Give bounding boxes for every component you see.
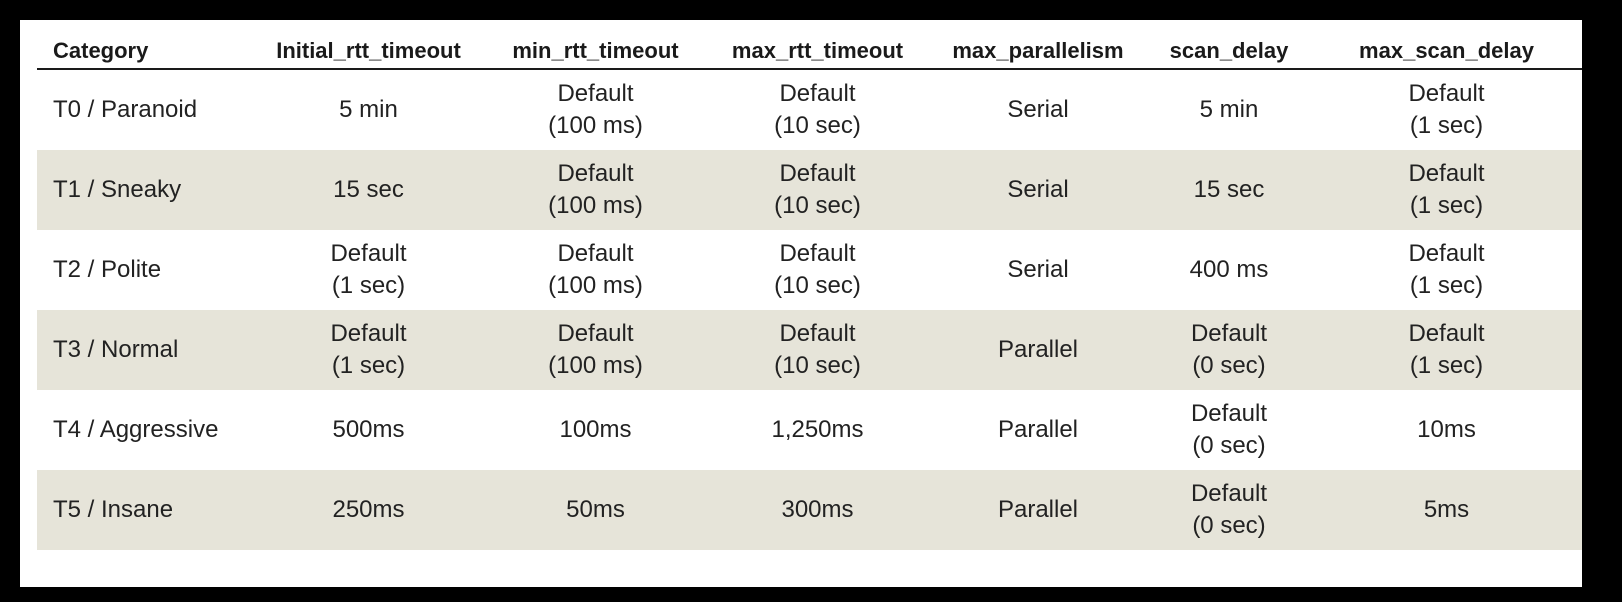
table-row-t2: T2 / Polite Default (1 sec) Default (100… (37, 230, 1582, 310)
cell-category: T1 / Sneaky (37, 150, 252, 230)
header-min-rtt-timeout: min_rtt_timeout (485, 34, 706, 70)
cell-category: T0 / Paranoid (53, 96, 198, 123)
table-row-t1: T1 / Sneaky 15 sec Default (100 ms) Defa… (37, 150, 1582, 230)
header-initial-rtt-timeout: Initial_rtt_timeout (252, 34, 485, 70)
cell-max-scan-delay: Default (1 sec) (1311, 150, 1582, 230)
cell-max-scan-delay: Default (1 sec) (1408, 240, 1485, 299)
cell-max-scan-delay: Default (1 sec) (1311, 310, 1582, 390)
cell-scan-delay: Default (0 sec) (1147, 310, 1311, 390)
header-max-rtt-timeout: max_rtt_timeout (706, 34, 929, 70)
cell-initial-rtt-timeout: Default (1 sec) (252, 310, 485, 390)
table-row-t4: T4 / Aggressive 500ms 100ms 1,250ms Para… (37, 390, 1582, 470)
cell-min-rtt-timeout: Default (100 ms) (548, 80, 643, 139)
cell-category: T5 / Insane (37, 470, 252, 550)
cell-min-rtt-timeout: 50ms (485, 470, 706, 550)
cell-min-rtt-timeout: Default (100 ms) (485, 150, 706, 230)
cell-scan-delay: 15 sec (1147, 150, 1311, 230)
cell-max-rtt-timeout: Default (10 sec) (706, 150, 929, 230)
cell-initial-rtt-timeout: 5 min (339, 96, 398, 123)
cell-max-parallelism: Serial (929, 150, 1147, 230)
cell-max-rtt-timeout: Default (10 sec) (774, 80, 861, 139)
table-row-t0: T0 / Paranoid 5 min Default (100 ms) Def… (37, 69, 1582, 150)
cell-category: T2 / Polite (53, 256, 162, 283)
cell-max-rtt-timeout: 300ms (706, 470, 929, 550)
header-scan-delay: scan_delay (1147, 34, 1311, 70)
cell-category: T3 / Normal (37, 310, 252, 390)
cell-max-parallelism: Parallel (997, 416, 1079, 443)
cell-initial-rtt-timeout: 250ms (252, 470, 485, 550)
header-category: Category (37, 34, 252, 70)
cell-scan-delay: 5 min (1199, 96, 1259, 123)
cell-min-rtt-timeout: Default (100 ms) (485, 310, 706, 390)
cell-scan-delay: Default (0 sec) (1190, 400, 1268, 459)
cell-max-rtt-timeout: 1,250ms (771, 416, 864, 443)
cell-max-scan-delay: Default (1 sec) (1408, 80, 1485, 139)
table-row-t3: T3 / Normal Default (1 sec) Default (100… (37, 310, 1582, 390)
cell-max-scan-delay: 10ms (1417, 416, 1476, 443)
header-max-parallelism: max_parallelism (929, 34, 1147, 70)
cell-max-rtt-timeout: Default (10 sec) (774, 240, 861, 299)
cell-scan-delay: Default (0 sec) (1147, 470, 1311, 550)
table-panel: Category Initial_rtt_timeout min_rtt_tim… (20, 20, 1582, 587)
cell-scan-delay: 400 ms (1189, 256, 1269, 283)
cell-max-parallelism: Serial (1007, 96, 1069, 123)
cell-max-rtt-timeout: Default (10 sec) (706, 310, 929, 390)
cell-max-parallelism: Parallel (929, 470, 1147, 550)
cell-initial-rtt-timeout: 500ms (332, 416, 405, 443)
header-row: Category Initial_rtt_timeout min_rtt_tim… (37, 34, 1582, 70)
cell-max-scan-delay: 5ms (1311, 470, 1582, 550)
cell-max-parallelism: Parallel (929, 310, 1147, 390)
timing-templates-table: Category Initial_rtt_timeout min_rtt_tim… (37, 34, 1582, 550)
table-row-t5: T5 / Insane 250ms 50ms 300ms Parallel De… (37, 470, 1582, 550)
header-max-scan-delay: max_scan_delay (1311, 34, 1582, 70)
cell-min-rtt-timeout: 100ms (559, 416, 632, 443)
cell-max-parallelism: Serial (1007, 256, 1069, 283)
cell-initial-rtt-timeout: 15 sec (252, 150, 485, 230)
cell-initial-rtt-timeout: Default (1 sec) (330, 240, 407, 299)
cell-min-rtt-timeout: Default (100 ms) (548, 240, 643, 299)
cell-category: T4 / Aggressive (53, 416, 219, 443)
